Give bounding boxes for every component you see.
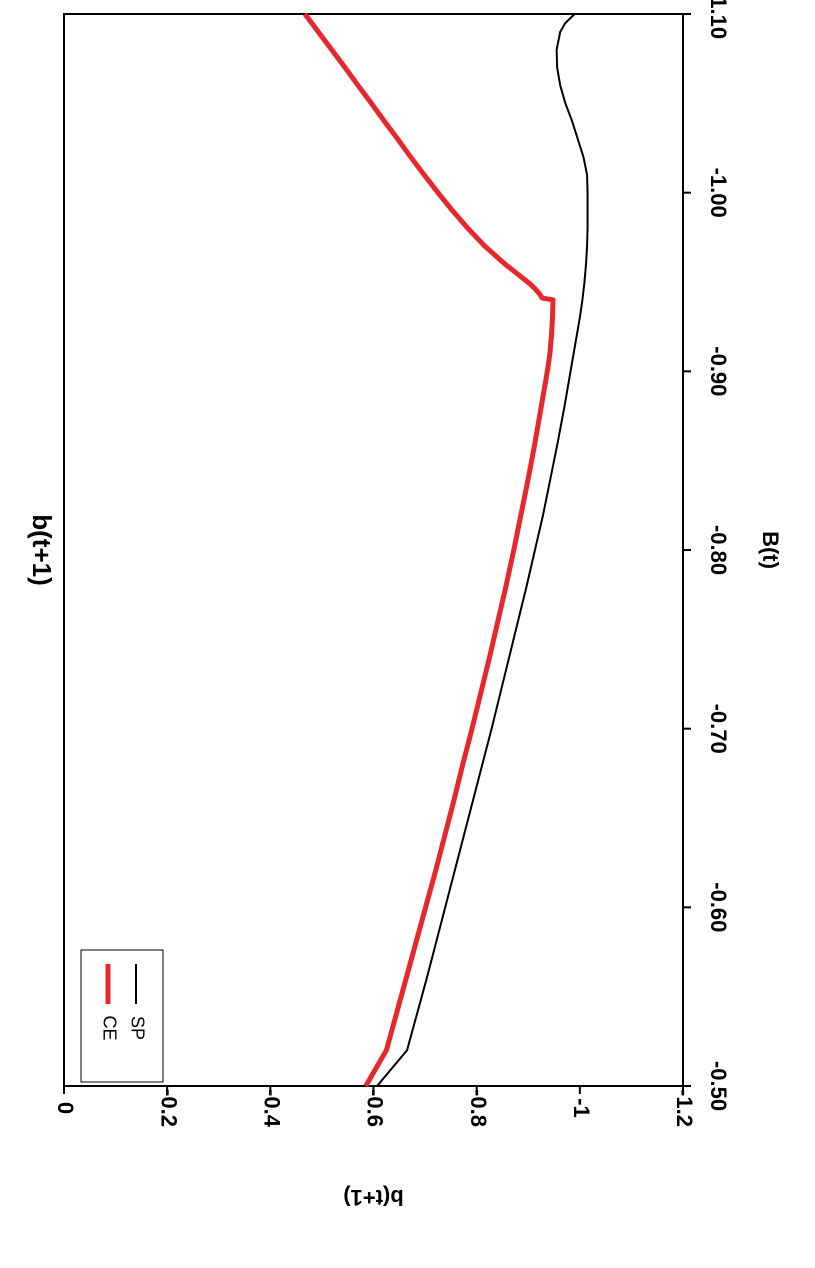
y-tick-label: -0.4: [260, 1089, 285, 1128]
x-tick-label: -1.00: [706, 168, 731, 218]
y-tick-label: -0.2: [156, 1089, 181, 1127]
series-line-ce: [302, 12, 556, 1088]
legend: SP CE: [80, 949, 164, 1083]
y-tick-label: -0.8: [466, 1089, 491, 1127]
x-tick-label: -1.10: [706, 0, 731, 39]
series-layer: [302, 12, 589, 1088]
y-tick-label: -0.6: [363, 1089, 388, 1127]
x-tick-label: -0.80: [706, 525, 731, 575]
x-tick-label: -0.90: [706, 346, 731, 396]
chart-title: b(t+1): [27, 514, 57, 586]
legend-label-ce: CE: [99, 1015, 119, 1040]
x-axis-title: B(t): [758, 531, 783, 569]
series-line-sp: [376, 13, 589, 1087]
x-tick-label: -0.60: [706, 882, 731, 932]
y-axis: 0 -0.2 -0.4 -0.6 -0.8 -1 -1.2: [53, 1086, 697, 1128]
x-tick-label: -0.50: [706, 1061, 731, 1111]
y-tick-label: -1.2: [672, 1089, 697, 1127]
y-axis-title: b(t+1): [343, 1185, 404, 1210]
legend-box: [80, 949, 164, 1083]
y-tick-label: -1: [569, 1098, 594, 1118]
x-axis: -1.10 -1.00 -0.90 -0.80 -0.70 -0.60 -0.50: [683, 0, 731, 1111]
legend-label-sp: SP: [127, 1016, 147, 1040]
y-tick-label: 0: [53, 1102, 78, 1114]
x-tick-label: -0.70: [706, 704, 731, 754]
